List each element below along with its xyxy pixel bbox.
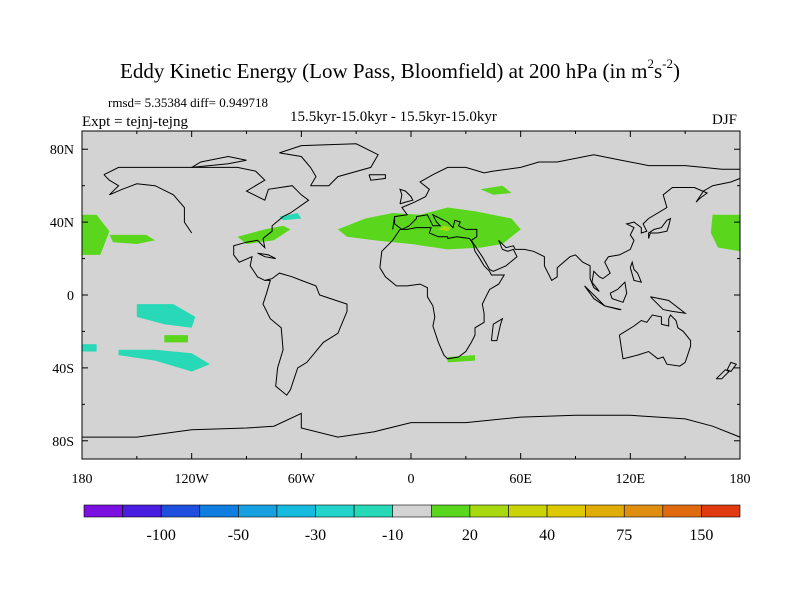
- region-north-atlantic-mediterranean-positive: [337, 207, 521, 250]
- y-tick-label: 40N: [50, 216, 74, 231]
- coastline: [618, 314, 692, 367]
- region-eastern-north-america-positive: [237, 225, 291, 244]
- chart-title: Eddy Kinetic Energy (Low Pass, Bloomfiel…: [120, 56, 680, 83]
- coastline: [470, 177, 740, 292]
- region-south-pacific-small-positive: [164, 335, 188, 343]
- coastline: [584, 285, 606, 307]
- y-tick-label: 40S: [52, 362, 74, 377]
- region-siberia-positive: [480, 185, 512, 195]
- coastline: [609, 281, 628, 303]
- coastline: [490, 317, 504, 342]
- coastline: [103, 174, 193, 234]
- colorbar-label: -10: [382, 527, 403, 544]
- coastlines: [82, 143, 740, 438]
- colorbar-box: [122, 504, 162, 518]
- colorbar-box: [623, 504, 664, 518]
- coastline: [629, 260, 643, 283]
- region-north-pacific-west-positive: [82, 214, 110, 255]
- y-tick-label: 80N: [50, 143, 74, 158]
- coastline: [726, 361, 738, 373]
- coastline: [368, 174, 386, 181]
- colorbar-box: [353, 504, 394, 518]
- colorbar-label: 75: [616, 527, 632, 544]
- colorbar-box: [276, 504, 316, 518]
- colorbar-box: [238, 504, 278, 518]
- colorbar-label: -100: [147, 527, 176, 544]
- colorbar-label: 150: [689, 527, 713, 544]
- colorbar-box: [199, 504, 239, 518]
- x-tick-label: 180: [730, 472, 751, 487]
- colorbar-box: [546, 504, 586, 518]
- colorbar-box: [662, 504, 702, 518]
- region-tropical-pacific-negative: [136, 304, 196, 328]
- coastline: [392, 154, 740, 230]
- colorbar-box: [585, 504, 625, 518]
- coastline: [103, 166, 348, 396]
- region-north-africa-positive: [438, 225, 452, 232]
- colorbar-box: [83, 504, 123, 518]
- x-tick-label: 0: [408, 472, 415, 487]
- axes: 180 120W 60W 0 60E 120E 180 80N 40N 0 40S 80S: [50, 131, 751, 487]
- colorbar-box: [315, 504, 355, 518]
- region-south-pacific-small-negative: [82, 344, 97, 352]
- colorbar-box: [701, 504, 741, 518]
- x-tick-label: 180: [72, 472, 93, 487]
- coastline: [191, 155, 247, 168]
- y-tick-label: 80S: [52, 435, 74, 450]
- x-tick-label: 120W: [175, 472, 210, 487]
- coastline: [648, 217, 672, 239]
- colorbar-label: 20: [462, 527, 478, 544]
- coastline: [650, 296, 688, 314]
- coastline: [604, 305, 622, 311]
- colorbar-box: [160, 504, 201, 518]
- map-background: [82, 131, 740, 459]
- coastline: [82, 412, 740, 438]
- colorbar-box: [392, 504, 432, 518]
- coastline: [715, 369, 730, 380]
- region-north-pacific-east-positive: [109, 234, 156, 244]
- x-tick-label: 60W: [288, 472, 316, 487]
- stats-text: rmsd= 5.35384 diff= 0.949718: [108, 95, 268, 110]
- coastline: [279, 143, 379, 187]
- coastline: [379, 227, 506, 360]
- coastline: [399, 188, 414, 205]
- region-us-east-coast-negative: [279, 213, 302, 221]
- colorbar-box: [469, 504, 509, 518]
- region-south-pacific-negative: [118, 349, 210, 372]
- y-tick-label: 0: [67, 289, 74, 304]
- x-tick-label: 120E: [616, 472, 646, 487]
- colorbar-box: [508, 504, 548, 518]
- colorbar-label: -30: [305, 527, 326, 544]
- season-label: DJF: [712, 112, 738, 128]
- anomaly-regions: [82, 185, 740, 372]
- region-indian-ocean-positive: [447, 355, 475, 363]
- period-label: 15.5kyr-15.0kyr - 15.5kyr-15.0kyr: [290, 109, 497, 125]
- experiment-label: Expt = tejnj-tejng: [82, 114, 188, 130]
- coastline: [257, 252, 276, 260]
- x-tick-label: 60E: [509, 472, 532, 487]
- colorbar-label: 40: [539, 527, 555, 544]
- colorbar-box: [430, 504, 471, 518]
- colorbar: -100 -50 -30 -10 20 40 75 150: [83, 504, 741, 544]
- region-north-pacific-dateline-positive: [710, 214, 740, 252]
- colorbar-label: -50: [228, 527, 249, 544]
- coastline: [394, 213, 478, 241]
